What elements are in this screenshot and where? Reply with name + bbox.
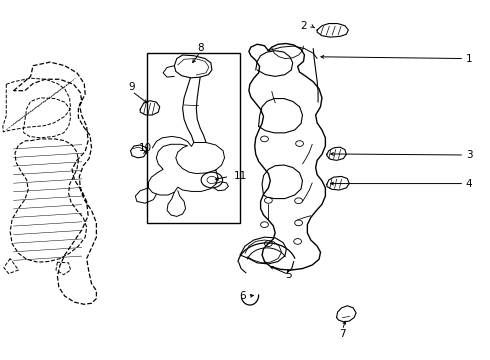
Bar	[147, 53, 240, 223]
Text: 7: 7	[339, 329, 346, 339]
Text: 10: 10	[139, 143, 152, 153]
Text: 6: 6	[239, 291, 246, 301]
Text: 9: 9	[129, 82, 135, 92]
Text: 8: 8	[197, 43, 203, 53]
Text: 1: 1	[466, 54, 472, 64]
Text: 2: 2	[300, 21, 307, 31]
Text: 11: 11	[234, 171, 247, 181]
Text: 4: 4	[466, 179, 472, 189]
Text: 5: 5	[286, 270, 292, 280]
Text: 3: 3	[466, 150, 472, 160]
